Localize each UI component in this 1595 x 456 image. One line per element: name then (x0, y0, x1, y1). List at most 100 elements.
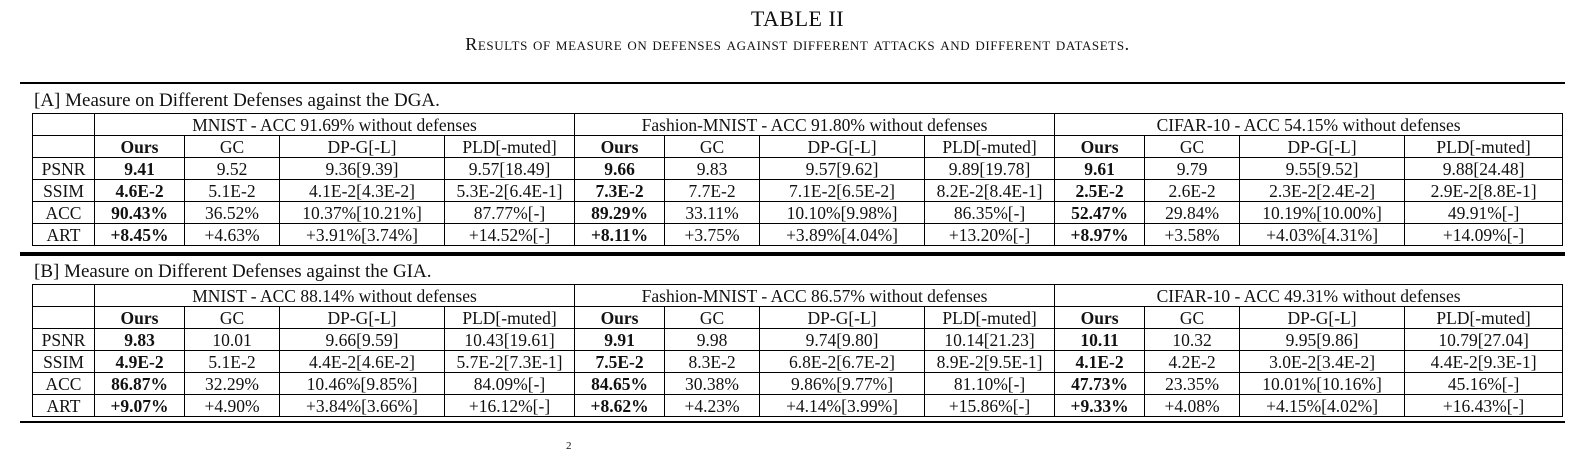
corner-cell (32, 135, 95, 158)
cell: +8.11% (574, 223, 666, 246)
results-table-gia: MNIST - ACC 88.14% without defenses Fash… (32, 284, 1564, 417)
row-label-art: ART (32, 394, 95, 417)
row-label-acc: ACC (32, 201, 95, 224)
col-header-ours: Ours (574, 135, 666, 158)
dataset-header-row: MNIST - ACC 91.69% without defenses Fash… (32, 113, 1564, 136)
cell: 5.1E-2 (184, 179, 280, 202)
cell: 9.52 (184, 157, 280, 180)
cell: 9.61 (1054, 157, 1146, 180)
table-row-ssim: SSIM 4.6E-2 5.1E-2 4.1E-2[4.3E-2] 5.3E-2… (32, 179, 1564, 202)
cell: +3.58% (1144, 223, 1241, 246)
cell: 49.91%[-] (1404, 201, 1564, 224)
col-header-gc: GC (1144, 306, 1241, 329)
col-header-pld: PLD[-muted] (443, 306, 576, 329)
col-header-dpg: DP-G[-L] (279, 306, 445, 329)
cell: +8.45% (94, 223, 185, 246)
cell: 86.35%[-] (924, 201, 1056, 224)
cell: 10.37%[10.21%] (279, 201, 445, 224)
cell: +14.09%[-] (1404, 223, 1564, 246)
cell: 4.1E-2 (1054, 350, 1146, 373)
table-caption-text: Results of measure on defenses against d… (465, 34, 1130, 54)
cell: 9.66 (574, 157, 666, 180)
dataset-header-mnist: MNIST - ACC 88.14% without defenses (93, 284, 576, 307)
cell: 9.79 (1144, 157, 1241, 180)
cell: 9.55[9.52] (1239, 157, 1406, 180)
cell: 8.2E-2[8.4E-1] (924, 179, 1056, 202)
row-label-ssim: SSIM (32, 350, 95, 373)
cell: 81.10%[-] (924, 372, 1056, 395)
row-label-ssim: SSIM (32, 179, 95, 202)
cell: 5.7E-2[7.3E-1] (443, 350, 576, 373)
cell: +4.23% (664, 394, 761, 417)
cell: +4.63% (184, 223, 280, 246)
cell: 9.57[18.49] (443, 157, 576, 180)
cell: +4.15%[4.02%] (1239, 394, 1406, 417)
section-divider-rule (20, 252, 1565, 256)
cell: +14.52%[-] (443, 223, 576, 246)
cell: 9.98 (664, 328, 761, 351)
cell: 4.1E-2[4.3E-2] (279, 179, 445, 202)
corner-cell (32, 284, 95, 307)
col-header-ours: Ours (94, 306, 185, 329)
cell: 23.35% (1144, 372, 1241, 395)
cell: +15.86%[-] (924, 394, 1056, 417)
corner-cell (32, 113, 95, 136)
col-header-dpg: DP-G[-L] (1239, 306, 1406, 329)
cell: 8.3E-2 (664, 350, 761, 373)
cell: +8.62% (574, 394, 666, 417)
cell: 7.1E-2[6.5E-2] (759, 179, 926, 202)
method-header-row: Ours GC DP-G[-L] PLD[-muted] Ours GC DP-… (32, 135, 1564, 158)
cell: 9.74[9.80] (759, 328, 926, 351)
cell: 9.89[19.78] (924, 157, 1056, 180)
cell: +16.12%[-] (443, 394, 576, 417)
cell: 2.3E-2[2.4E-2] (1239, 179, 1406, 202)
cell: 10.43[19.61] (443, 328, 576, 351)
page-number: 2 (566, 440, 572, 452)
cell: +3.84%[3.66%] (279, 394, 445, 417)
cell: 87.77%[-] (443, 201, 576, 224)
cell: 7.3E-2 (574, 179, 666, 202)
cell: 90.43% (94, 201, 185, 224)
cell: 9.83 (664, 157, 761, 180)
cell: 5.1E-2 (184, 350, 280, 373)
row-label-acc: ACC (32, 372, 95, 395)
dataset-header-cifar10: CIFAR-10 - ACC 49.31% without defenses (1054, 284, 1564, 307)
cell: 9.66[9.59] (279, 328, 445, 351)
col-header-gc: GC (184, 135, 280, 158)
dataset-header-fashion-mnist: Fashion-MNIST - ACC 91.80% without defen… (574, 113, 1056, 136)
cell: 45.16%[-] (1404, 372, 1564, 395)
cell: 2.9E-2[8.8E-1] (1404, 179, 1564, 202)
cell: 9.91 (574, 328, 666, 351)
corner-cell (32, 306, 95, 329)
dataset-header-mnist: MNIST - ACC 91.69% without defenses (93, 113, 576, 136)
table-row-acc: ACC 86.87% 32.29% 10.46%[9.85%] 84.09%[-… (32, 372, 1564, 395)
cell: 9.95[9.86] (1239, 328, 1406, 351)
cell: 6.8E-2[6.7E-2] (759, 350, 926, 373)
cell: 10.79[27.04] (1404, 328, 1564, 351)
section-dga: [A] Measure on Different Defenses agains… (32, 88, 1565, 246)
cell: 10.46%[9.85%] (279, 372, 445, 395)
method-header-row: Ours GC DP-G[-L] PLD[-muted] Ours GC DP-… (32, 306, 1564, 329)
col-header-pld: PLD[-muted] (924, 135, 1056, 158)
cell: 9.86%[9.77%] (759, 372, 926, 395)
cell: +16.43%[-] (1404, 394, 1564, 417)
col-header-pld: PLD[-muted] (443, 135, 576, 158)
cell: +4.03%[4.31%] (1239, 223, 1406, 246)
table-row-psnr: PSNR 9.83 10.01 9.66[9.59] 10.43[19.61] … (32, 328, 1564, 351)
cell: +9.33% (1054, 394, 1146, 417)
cell: 33.11% (664, 201, 761, 224)
col-header-ours: Ours (1054, 306, 1146, 329)
dataset-header-cifar10: CIFAR-10 - ACC 54.15% without defenses (1054, 113, 1564, 136)
col-header-gc: GC (184, 306, 280, 329)
cell: +3.89%[4.04%] (759, 223, 926, 246)
cell: 4.6E-2 (94, 179, 185, 202)
cell: 2.5E-2 (1054, 179, 1146, 202)
cell: 32.29% (184, 372, 280, 395)
cell: 5.3E-2[6.4E-1] (443, 179, 576, 202)
table-row-psnr: PSNR 9.41 9.52 9.36[9.39] 9.57[18.49] 9.… (32, 157, 1564, 180)
cell: 4.4E-2[4.6E-2] (279, 350, 445, 373)
cell: 29.84% (1144, 201, 1241, 224)
cell: +4.14%[3.99%] (759, 394, 926, 417)
dataset-header-fashion-mnist: Fashion-MNIST - ACC 86.57% without defen… (574, 284, 1056, 307)
row-label-psnr: PSNR (32, 157, 95, 180)
